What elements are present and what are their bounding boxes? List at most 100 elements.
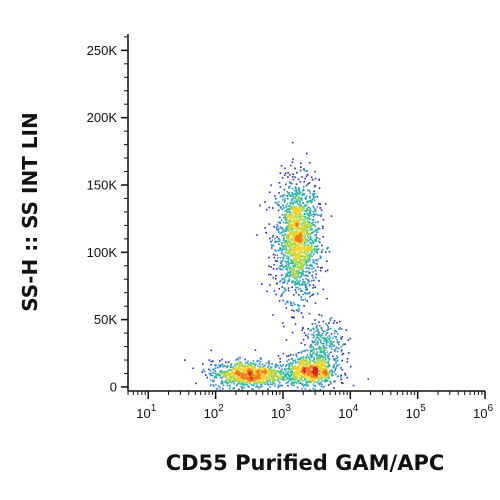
event-dot — [223, 380, 226, 383]
event-dot — [270, 372, 272, 374]
event-dot — [316, 363, 318, 366]
event-dot — [318, 355, 320, 357]
event-dot — [287, 264, 290, 266]
event-dot — [318, 238, 321, 240]
event-dot — [287, 244, 290, 247]
event-dot — [285, 370, 287, 372]
event-dot — [337, 359, 339, 362]
event-dot — [297, 352, 300, 354]
event-dot — [292, 274, 295, 276]
event-dot — [317, 364, 320, 366]
event-dot — [307, 183, 309, 185]
event-dot — [202, 368, 205, 371]
event-dot — [286, 282, 289, 285]
event-dot — [328, 344, 331, 347]
event-dot — [307, 333, 310, 335]
event-dot — [289, 226, 292, 228]
event-dot — [282, 221, 285, 224]
event-dot — [296, 202, 299, 205]
event-dot — [330, 348, 333, 350]
event-dot — [300, 374, 303, 377]
event-dot — [289, 368, 292, 370]
event-dot — [296, 232, 298, 235]
event-dot — [300, 265, 302, 268]
event-dot — [293, 231, 296, 233]
event-dot — [314, 225, 317, 228]
event-dot — [310, 350, 312, 352]
event-dot — [317, 376, 319, 378]
event-dot — [292, 211, 294, 214]
event-dot — [227, 379, 230, 381]
event-dot — [306, 365, 308, 368]
event-dot — [232, 371, 235, 374]
event-dot — [229, 378, 231, 380]
event-dot — [304, 362, 307, 365]
event-dot — [278, 375, 281, 377]
event-dot — [277, 221, 280, 223]
event-dot — [225, 375, 227, 377]
event-dot — [261, 366, 263, 369]
event-dot — [256, 370, 259, 373]
event-dot — [322, 369, 325, 372]
event-dot — [271, 376, 274, 379]
event-dot — [299, 363, 302, 365]
event-dot — [273, 290, 276, 292]
event-dot — [255, 377, 257, 379]
event-dot — [272, 382, 274, 384]
event-dot — [340, 337, 342, 339]
event-dot — [295, 195, 298, 198]
event-dot — [291, 216, 294, 219]
event-dot — [315, 381, 318, 383]
event-dot — [306, 270, 309, 273]
event-dot — [277, 209, 280, 212]
event-dot — [244, 365, 246, 368]
event-dot — [336, 356, 339, 359]
event-dot — [283, 248, 286, 250]
event-dot — [289, 229, 292, 232]
event-dot — [294, 376, 296, 378]
event-dot — [291, 229, 293, 231]
event-dot — [307, 368, 309, 371]
event-dot — [228, 375, 231, 378]
event-dot — [290, 215, 293, 218]
event-dot — [262, 365, 265, 368]
event-dot — [284, 276, 287, 279]
event-dot — [309, 247, 312, 250]
event-dot — [283, 282, 286, 284]
event-dot — [297, 275, 300, 278]
event-dot — [251, 369, 253, 372]
event-dot — [303, 168, 305, 170]
event-dot — [281, 244, 284, 247]
event-dot — [283, 236, 285, 239]
event-dot — [304, 298, 306, 301]
event-dot — [297, 305, 300, 307]
event-dot — [283, 238, 286, 241]
event-dot — [285, 251, 288, 253]
event-dot — [295, 183, 298, 185]
event-dot — [270, 366, 273, 368]
event-dot — [278, 231, 280, 233]
event-dot — [329, 373, 331, 375]
event-dot — [312, 253, 315, 255]
event-dot — [238, 382, 240, 385]
event-dot — [295, 249, 297, 251]
event-dot — [309, 232, 311, 235]
event-dot — [291, 182, 294, 185]
event-dot — [304, 367, 307, 370]
event-dot — [292, 178, 295, 181]
event-dot — [316, 354, 319, 357]
event-dot — [316, 370, 318, 373]
event-dot — [319, 257, 322, 259]
event-dot — [291, 364, 294, 367]
event-dot — [311, 274, 313, 277]
event-dot — [339, 327, 341, 329]
event-dot — [291, 161, 294, 163]
event-dot — [307, 235, 309, 237]
event-dot — [299, 287, 301, 290]
event-dot — [292, 375, 294, 377]
event-dot — [315, 326, 318, 328]
event-dot — [296, 217, 299, 219]
event-dot — [309, 228, 311, 231]
event-dot — [239, 361, 241, 364]
event-dot — [297, 244, 300, 246]
